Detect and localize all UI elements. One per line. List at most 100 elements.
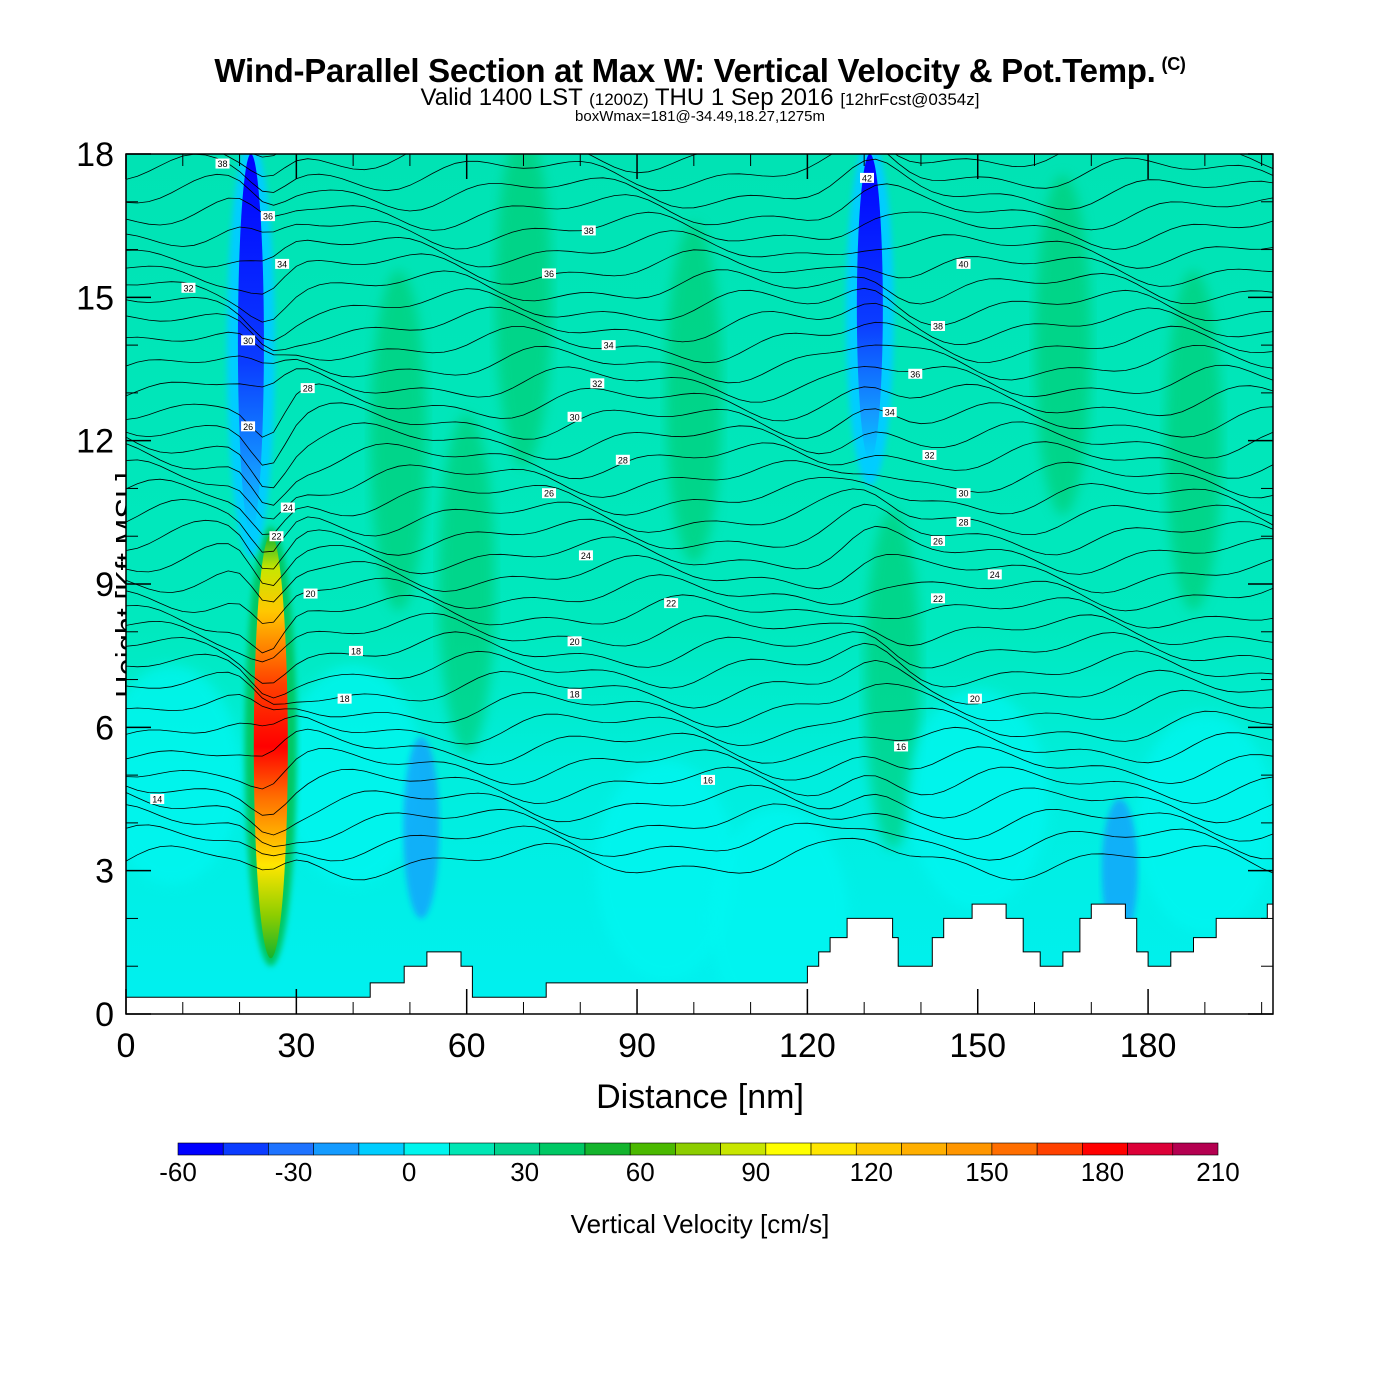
isentrope-line	[126, 837, 1273, 881]
isentrope-label-text: 16	[703, 775, 713, 785]
isentrope-line	[126, 784, 1273, 836]
isentrope-label-text: 18	[351, 646, 361, 656]
isentrope-label: 24	[578, 550, 593, 561]
colorbar-swatch	[720, 1142, 767, 1156]
isentrope-label: 32	[590, 378, 605, 389]
isentrope-label-text: 34	[885, 408, 895, 418]
isentrope-label: 36	[542, 268, 557, 279]
isentrope-line	[126, 402, 1273, 466]
isentrope-label-text: 14	[152, 795, 162, 805]
colorbar-swatch	[313, 1142, 360, 1156]
colorbar-swatch	[1172, 1142, 1219, 1156]
isentrope-label-text: 28	[618, 455, 628, 465]
isentrope-label-text: 32	[183, 283, 193, 293]
colorbar-tick-label: 60	[626, 1157, 655, 1187]
downdraft-column	[856, 154, 883, 461]
colorbar-label: Vertical Velocity [cm/s]	[571, 1209, 830, 1239]
colorbar-swatch	[1036, 1142, 1083, 1156]
isentrope-line	[126, 183, 1273, 231]
weak-downdraft-area	[907, 689, 1048, 909]
x-tick-label: 90	[618, 1027, 656, 1065]
isentrope-line	[126, 158, 1273, 212]
isentrope-line	[126, 441, 1273, 506]
isentrope-line	[126, 211, 1273, 250]
isentrope-line	[126, 766, 1273, 816]
isentrope-line	[126, 612, 1273, 663]
chart-title: Wind-Parallel Section at Max W: Vertical…	[214, 52, 1186, 89]
colorbar-swatch	[177, 1142, 224, 1156]
colorbar-swatch	[1127, 1142, 1174, 1156]
x-tick-label: 180	[1120, 1027, 1177, 1065]
y-tick-label: 0	[95, 996, 114, 1034]
y-tick-label: 3	[95, 853, 114, 891]
isentrope-line	[126, 421, 1273, 489]
isentrope-line	[126, 230, 1273, 269]
weak-downdraft-area	[1134, 712, 1273, 933]
colorbar-swatch	[494, 1142, 541, 1156]
isentrope-line	[126, 154, 1273, 193]
isentrope-label: 18	[337, 693, 352, 704]
isentrope-line	[126, 488, 1273, 553]
isentrope-label-text: 38	[933, 322, 943, 332]
isentrope-label-text: 42	[862, 173, 872, 183]
isentrope-label-text: 38	[584, 226, 594, 236]
isentrope-label: 38	[930, 321, 945, 332]
isentrope-label-text: 16	[896, 742, 906, 752]
isentrope-line	[126, 642, 1273, 699]
isentrope-label-text: 30	[243, 336, 253, 346]
isentrope-label-text: 24	[581, 551, 591, 561]
isentrope-label: 24	[280, 502, 295, 513]
colorbar-tick-label: 120	[850, 1157, 893, 1187]
isentrope-line	[126, 746, 1273, 790]
isentrope-line	[126, 553, 1273, 603]
isentrope-label-text: 26	[933, 537, 943, 547]
isentrope-label-text: 36	[263, 212, 273, 222]
chart-subtitle: Valid 1400 LST (1200Z) THU 1 Sep 2016 [1…	[420, 84, 980, 111]
isentrope-line	[126, 321, 1273, 364]
isentrope-line	[126, 594, 1273, 654]
colorbar-tick-label: 90	[741, 1157, 770, 1187]
weak-downdraft-area	[126, 665, 242, 886]
isentrope-line	[126, 269, 1273, 323]
isentrope-label: 30	[241, 335, 256, 346]
box-wmax-info: boxWmax=181@-34.49,18.27,1275m	[575, 108, 825, 125]
isentrope-label: 38	[581, 225, 596, 236]
isentrope-line	[126, 631, 1273, 684]
isentrope-label: 30	[567, 411, 582, 422]
colorbar-tick-label: 210	[1196, 1157, 1239, 1187]
isentrope-label-text: 30	[959, 489, 969, 499]
isentrope-label: 20	[567, 636, 582, 647]
isentrope-line	[126, 726, 1273, 766]
isentrope-label: 34	[601, 340, 616, 351]
isentrope-label-text: 32	[592, 379, 602, 389]
colorbar-swatch	[539, 1142, 586, 1156]
x-axis-label: Distance [nm]	[596, 1078, 804, 1116]
copyright-mark: (C)	[1161, 54, 1186, 74]
isentrope-label: 16	[894, 741, 909, 752]
isentrope-label: 34	[275, 258, 290, 269]
isentrope-line	[126, 302, 1273, 352]
isentrope-label: 16	[701, 774, 716, 785]
isentrope-label: 38	[215, 158, 230, 169]
colorbar-swatch	[268, 1142, 314, 1156]
weak-downdraft-area	[283, 665, 424, 886]
isentrope-label-text: 40	[959, 259, 969, 269]
isentrope-line	[126, 707, 1273, 747]
isentrope-label: 28	[300, 383, 315, 394]
colorbar-swatch	[810, 1142, 857, 1156]
isentrope-label: 22	[664, 598, 679, 609]
y-tick-label: 6	[95, 709, 114, 747]
x-tick-label: 60	[448, 1027, 486, 1065]
isentrope-line	[126, 383, 1273, 438]
colorbar-swatch	[991, 1142, 1038, 1156]
updraft-band	[1165, 270, 1222, 611]
isentrope-label: 26	[930, 536, 945, 547]
isentrope-line	[126, 525, 1273, 586]
y-tick-label: 12	[76, 423, 114, 461]
isentrope-label-text: 36	[910, 369, 920, 379]
updraft-band	[665, 222, 722, 563]
isentrope-line	[126, 135, 1273, 137]
isentrope-line	[126, 477, 1273, 535]
isentrope-line	[126, 822, 1273, 862]
